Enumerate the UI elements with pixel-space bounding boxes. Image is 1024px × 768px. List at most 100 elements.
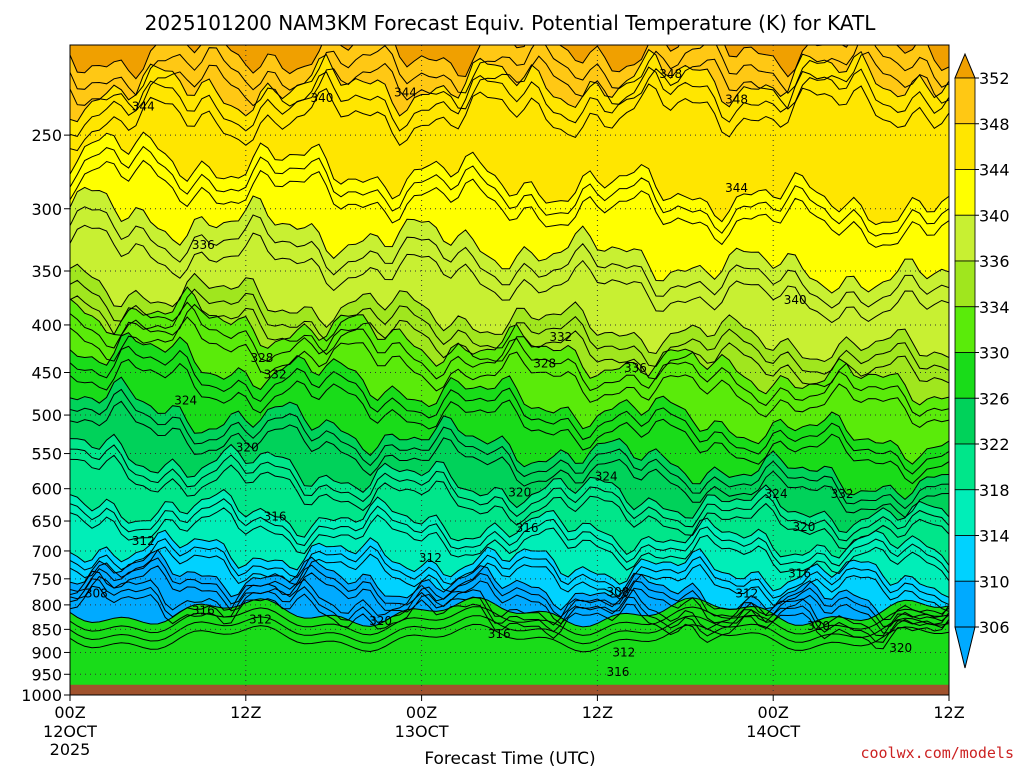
colorbar-bottom-arrow bbox=[954, 626, 976, 669]
contour-line bbox=[70, 66, 949, 137]
y-tick-label: 350 bbox=[31, 262, 62, 281]
contour-line bbox=[70, 206, 949, 309]
contour-line bbox=[70, 186, 949, 294]
contour-line bbox=[70, 578, 949, 643]
contour-line bbox=[70, 444, 949, 542]
contour-label: 328 bbox=[533, 356, 556, 370]
y-tick-label: 900 bbox=[31, 643, 62, 662]
contour-label: 316 bbox=[606, 665, 629, 679]
colorbar-label: 306 bbox=[979, 618, 1010, 637]
contour-line bbox=[70, 557, 949, 627]
contour-line bbox=[70, 454, 949, 550]
contour-line bbox=[70, 301, 949, 417]
x-tick-date: 14OCT bbox=[746, 722, 800, 741]
colorbar-segment bbox=[954, 535, 976, 582]
colorbar-segment bbox=[954, 443, 976, 491]
contour-line bbox=[70, 286, 949, 406]
contour-label: 348 bbox=[659, 67, 682, 81]
contour-line bbox=[70, 433, 949, 534]
contour-line bbox=[70, 83, 949, 152]
colorbar-label: 330 bbox=[979, 344, 1010, 363]
contour-line bbox=[70, 45, 949, 80]
x-tick-label: 12Z bbox=[230, 703, 261, 722]
contour-label: 316 bbox=[788, 566, 811, 580]
watermark: coolwx.com/models bbox=[860, 744, 1014, 762]
contour-line bbox=[70, 48, 949, 123]
contour-label: 316 bbox=[516, 521, 539, 535]
colorbar-label: 344 bbox=[979, 161, 1010, 180]
plot-frame bbox=[69, 44, 950, 696]
contour-label: 348 bbox=[725, 93, 748, 107]
y-tick-label: 750 bbox=[31, 570, 62, 589]
contour-label: 332 bbox=[831, 487, 854, 501]
contour-line bbox=[70, 488, 949, 566]
colorbar-label: 318 bbox=[979, 481, 1010, 500]
contour-label: 340 bbox=[311, 91, 334, 105]
y-tick-label: 550 bbox=[31, 445, 62, 464]
contour-line bbox=[70, 498, 949, 574]
contour-label: 320 bbox=[807, 619, 830, 633]
contour-label: 320 bbox=[793, 520, 816, 534]
y-tick-label: 300 bbox=[31, 200, 62, 219]
x-tick-label: 12Z bbox=[582, 703, 613, 722]
contour-label: 320 bbox=[508, 486, 531, 500]
contour-line bbox=[70, 159, 949, 248]
contour-label: 344 bbox=[725, 181, 748, 195]
colorbar-label: 352 bbox=[979, 69, 1010, 88]
contour-label: 312 bbox=[132, 534, 155, 548]
colorbar-segment bbox=[954, 214, 976, 262]
contour-line bbox=[70, 400, 949, 519]
colorbar-segment bbox=[954, 489, 976, 536]
x-axis-label: Forecast Time (UTC) bbox=[424, 749, 595, 768]
contour-label: 340 bbox=[784, 293, 807, 307]
contour-label: 320 bbox=[369, 614, 392, 628]
y-tick-label: 700 bbox=[31, 542, 62, 561]
y-tick-label: 450 bbox=[31, 364, 62, 383]
contour-line bbox=[70, 316, 949, 428]
y-tick-label: 800 bbox=[31, 596, 62, 615]
x-tick-label: 00Z bbox=[54, 703, 85, 722]
contour-line bbox=[70, 570, 949, 637]
colorbar-label: 334 bbox=[979, 298, 1010, 317]
contour-label: 324 bbox=[595, 469, 618, 483]
colorbar-label: 322 bbox=[979, 435, 1010, 454]
contour-label: 344 bbox=[394, 86, 417, 100]
contour-label: 336 bbox=[192, 238, 215, 252]
contour-line bbox=[70, 224, 949, 324]
contour-line bbox=[70, 549, 949, 621]
contour-line bbox=[70, 51, 949, 112]
colorbar-label: 310 bbox=[979, 572, 1010, 591]
colorbar-top-arrow bbox=[954, 52, 976, 79]
contour-label: 308 bbox=[606, 585, 629, 599]
contour-label: 336 bbox=[624, 361, 647, 375]
contour-label: 324 bbox=[765, 487, 788, 501]
contour-label: 320 bbox=[889, 641, 912, 655]
contour-label: 316 bbox=[488, 627, 511, 641]
contour-label: 328 bbox=[250, 351, 273, 365]
contour-label: 324 bbox=[174, 393, 197, 407]
colorbar-segment bbox=[954, 580, 976, 628]
y-tick-label: 650 bbox=[31, 512, 62, 531]
colorbar-label: 348 bbox=[979, 115, 1010, 134]
contour-line bbox=[70, 565, 949, 634]
x-tick-year: 2025 bbox=[50, 740, 91, 759]
x-tick-label: 12Z bbox=[933, 703, 964, 722]
contour-line bbox=[70, 45, 949, 96]
y-tick-label: 600 bbox=[31, 480, 62, 499]
contour-label: 332 bbox=[264, 367, 287, 381]
contour-label: 344 bbox=[132, 100, 155, 114]
contour-line bbox=[70, 388, 949, 510]
contour-label: 312 bbox=[249, 613, 272, 627]
contour-line bbox=[70, 131, 949, 226]
y-tick-label: 950 bbox=[31, 665, 62, 684]
x-tick-label: 00Z bbox=[406, 703, 437, 722]
contour-label: 316 bbox=[192, 603, 215, 617]
colorbar-segment bbox=[954, 123, 976, 170]
contour-label: 312 bbox=[735, 587, 758, 601]
contour-label: 316 bbox=[264, 510, 287, 524]
colorbar-label: 336 bbox=[979, 252, 1010, 271]
contour-label: 308 bbox=[85, 587, 108, 601]
contour-line bbox=[70, 623, 949, 653]
colorbar-segment bbox=[954, 77, 976, 125]
